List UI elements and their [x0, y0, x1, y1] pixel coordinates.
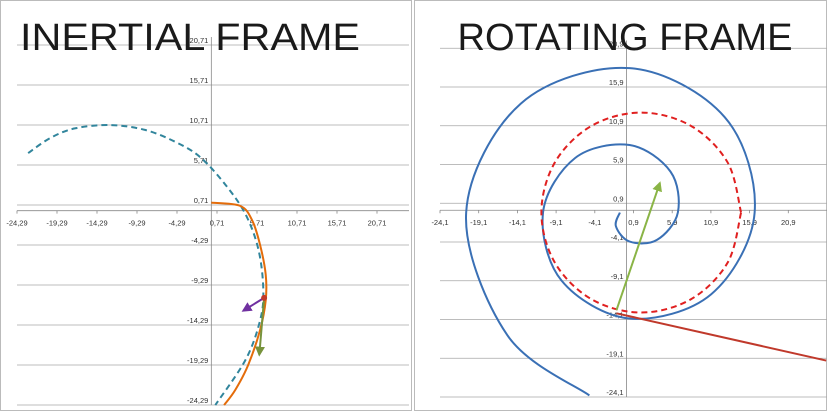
curve [540, 111, 743, 314]
x-tick-label: 15,9 [742, 218, 757, 227]
x-tick-label: 5,71 [250, 219, 265, 228]
x-tick-label: 20,71 [368, 219, 387, 228]
x-tick-label: -24,1 [431, 218, 448, 227]
y-tick-label: -4,29 [191, 236, 208, 245]
x-tick-label: 20,9 [781, 218, 796, 227]
panel-frame [0, 0, 412, 411]
x-tick-label: -9,29 [128, 219, 145, 228]
y-tick-label: -14,29 [187, 316, 208, 325]
panel-frame [414, 0, 827, 411]
arrow [241, 297, 265, 312]
y-tick-label: 20,71 [190, 36, 209, 45]
y-tick-label: 5,9 [613, 156, 623, 165]
y-tick-label: 10,71 [190, 116, 209, 125]
y-tick-label: 15,9 [609, 78, 624, 87]
x-tick-label: 10,71 [288, 219, 307, 228]
x-tick-label: -14,29 [86, 219, 107, 228]
x-tick-label: 0,9 [628, 218, 638, 227]
y-tick-label: 5,71 [194, 156, 209, 165]
y-tick-label: -24,1 [606, 388, 623, 397]
y-tick-label: -24,29 [187, 396, 208, 405]
x-tick-label: -24,29 [6, 219, 27, 228]
y-tick-label: -19,1 [606, 349, 623, 358]
y-tick-label: -19,29 [187, 356, 208, 365]
y-tick-label: 10,9 [609, 117, 624, 126]
arrow [255, 297, 266, 357]
point [261, 294, 268, 301]
x-tick-label: -14,1 [509, 218, 526, 227]
y-tick-label: 0,71 [194, 196, 209, 205]
x-tick-label: -4,29 [168, 219, 185, 228]
x-tick-label: -19,1 [470, 218, 487, 227]
x-tick-label: -4,1 [588, 218, 601, 227]
x-tick-label: 0,71 [210, 219, 225, 228]
y-tick-label: 0,9 [613, 194, 623, 203]
chart-title: INERTIAL FRAME [20, 17, 360, 59]
x-tick-label: 5,9 [667, 218, 677, 227]
curve [465, 66, 756, 397]
y-tick-label: -9,1 [611, 272, 624, 281]
chart: 20,9 15,9 10,9 5,9 0,9 -4,1 -9,1 -14,1 -19,1 -24,… [431, 17, 827, 398]
chart-title: ROTATING FRAME [458, 17, 793, 59]
arrow [615, 181, 662, 311]
x-tick-label: 10,9 [704, 218, 719, 227]
chart: 20,7115,7110,715,710,71-4,29-9,29-14,29-… [6, 17, 409, 406]
curve [211, 201, 268, 406]
y-tick-label: 15,71 [190, 76, 209, 85]
x-tick-label: -19,29 [46, 219, 67, 228]
x-tick-label: 15,71 [328, 219, 347, 228]
y-tick-label: 20,9 [609, 39, 624, 48]
x-tick-label: -9,1 [550, 218, 563, 227]
y-tick-label: -4,1 [611, 233, 624, 242]
curve [616, 312, 827, 362]
y-tick-label: -9,29 [191, 276, 208, 285]
curve [27, 124, 265, 406]
